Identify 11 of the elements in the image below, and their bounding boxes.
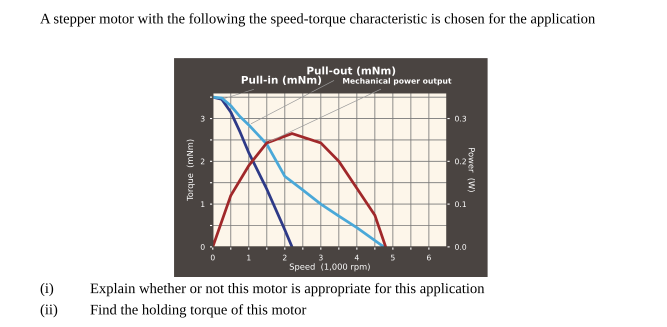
- y-axis-title: Torque (mNm): [186, 140, 195, 201]
- x-axis-title: Speed (1,000 rpm): [290, 263, 370, 272]
- text: (ii) Find the holding torque of this motor: [40, 304, 306, 318]
- text: Pull-in (mNm): [242, 76, 322, 85]
- line-series: [212, 96, 386, 247]
- text: Pull-out (mNm): [307, 66, 396, 76]
- chart-title: A stepper motor with the following the speed-torque characteristic is chosen for the application: [40, 13, 596, 26]
- line-series: [212, 132, 388, 247]
- line-series: [212, 96, 294, 247]
- y2-axis-title: Power (W): [468, 148, 475, 192]
- text: (i) Explain whether or not this motor is appropriate for this application: [40, 282, 484, 296]
